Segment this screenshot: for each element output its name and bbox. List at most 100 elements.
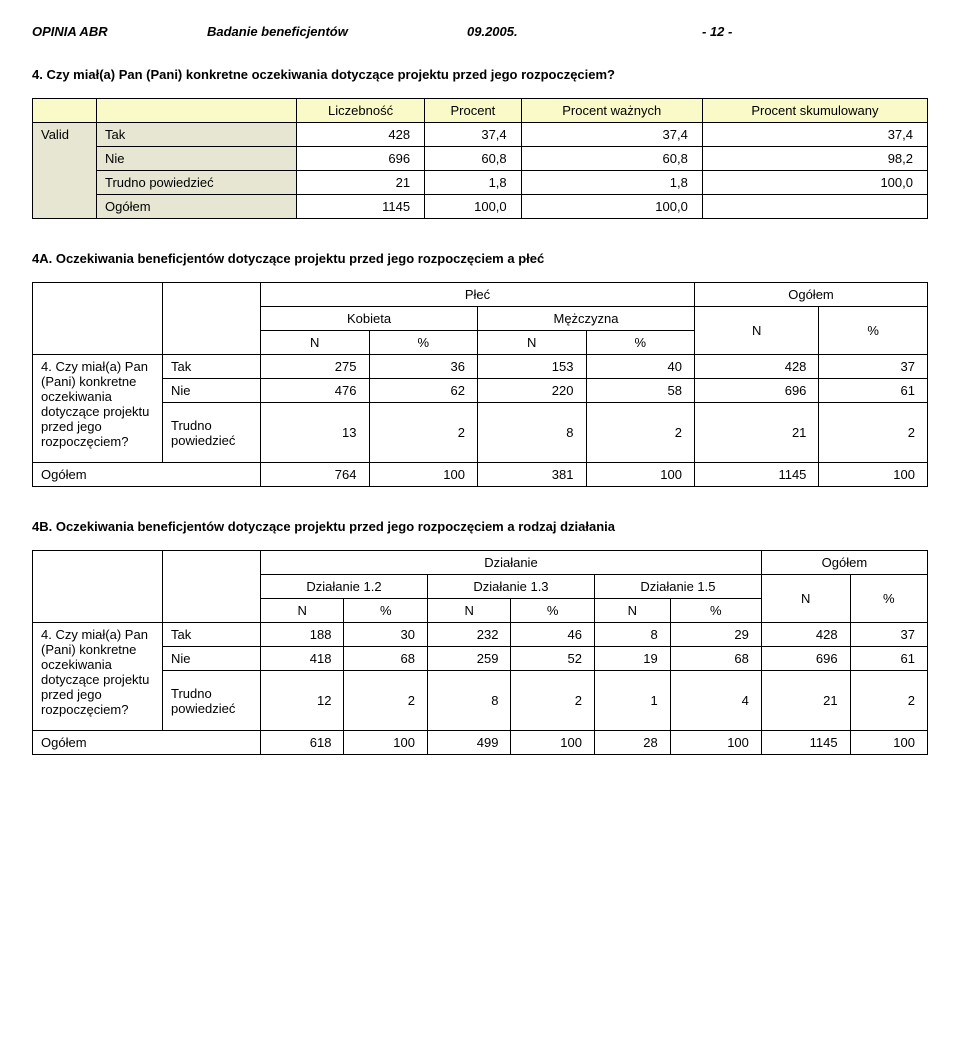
- q4a-sub-0: Kobieta: [261, 307, 478, 331]
- q4a-h-1p: %: [586, 331, 695, 355]
- q4b-r0-v0: 188: [261, 623, 344, 647]
- q4-row-2-v0: 21: [297, 171, 425, 195]
- q4a-r2-v3: 2: [586, 403, 695, 463]
- q4b-h-0p: %: [344, 599, 427, 623]
- q4a-r1-v5: 61: [819, 379, 928, 403]
- q4b-t-v2: 499: [427, 731, 510, 755]
- q4b-r1-v3: 52: [511, 647, 594, 671]
- q4a-r0-label: Tak: [163, 355, 261, 379]
- q4a-r0-v4: 428: [695, 355, 819, 379]
- q4a-r0-v5: 37: [819, 355, 928, 379]
- q4-row-0-v0: 428: [297, 123, 425, 147]
- q4a-t-v3: 100: [586, 463, 695, 487]
- q4a-r2-v1: 2: [369, 403, 478, 463]
- q4b-r0-v7: 37: [850, 623, 927, 647]
- q4b-r1-v6: 696: [761, 647, 850, 671]
- q4-row-0-v2: 37,4: [521, 123, 702, 147]
- q4b-t-v1: 100: [344, 731, 427, 755]
- q4b-t-v7: 100: [850, 731, 927, 755]
- q4a-sub-1: Mężczyzna: [478, 307, 695, 331]
- q4b-r0-label: Tak: [163, 623, 261, 647]
- q4a-r2-label: Trudno powiedzieć: [163, 403, 261, 463]
- q4b-t-v4: 28: [594, 731, 670, 755]
- q4a-t-v2: 381: [478, 463, 587, 487]
- q4a-r0-v3: 40: [586, 355, 695, 379]
- q4b-r2-label: Trudno powiedzieć: [163, 671, 261, 731]
- q4b-r2-v2: 8: [427, 671, 510, 731]
- q4-corner-1: [33, 99, 97, 123]
- q4a-r1-v4: 696: [695, 379, 819, 403]
- q4-row-2-v3: 100,0: [702, 171, 927, 195]
- header-date: 09.2005.: [467, 24, 702, 39]
- q4-row-1-v1: 60,8: [425, 147, 522, 171]
- q4b-sub-0: Działanie 1.2: [261, 575, 428, 599]
- q4b-r0-v2: 232: [427, 623, 510, 647]
- q4a-r1-v2: 220: [478, 379, 587, 403]
- q4a-t-v4: 1145: [695, 463, 819, 487]
- q4-table: Liczebność Procent Procent ważnych Proce…: [32, 98, 928, 219]
- q4a-table: Płeć Ogółem Kobieta Mężczyzna N % N % N …: [32, 282, 928, 487]
- q4-col-1: Procent: [425, 99, 522, 123]
- q4a-r2-v0: 13: [261, 403, 370, 463]
- q4-row-2-v2: 1,8: [521, 171, 702, 195]
- q4-row-1-label: Nie: [97, 147, 297, 171]
- q4-col-3: Procent skumulowany: [702, 99, 927, 123]
- q4a-total-label: Ogółem: [33, 463, 261, 487]
- q4a-r1-label: Nie: [163, 379, 261, 403]
- q4a-r2-v2: 8: [478, 403, 587, 463]
- q4a-r0-v2: 153: [478, 355, 587, 379]
- q4-valid-label: Valid: [33, 123, 97, 219]
- q4a-total-pct: %: [819, 307, 928, 355]
- q4-col-0: Liczebność: [297, 99, 425, 123]
- q4a-r2-v4: 21: [695, 403, 819, 463]
- q4b-r0-v3: 46: [511, 623, 594, 647]
- q4b-sub-2: Działanie 1.5: [594, 575, 761, 599]
- q4a-r2-v5: 2: [819, 403, 928, 463]
- q4b-group-header: Działanie: [261, 551, 762, 575]
- q4b-h-2p: %: [670, 599, 761, 623]
- q4b-r1-v0: 418: [261, 647, 344, 671]
- q4b-h-0N: N: [261, 599, 344, 623]
- q4b-sub-1: Działanie 1.3: [427, 575, 594, 599]
- q4-row-2-label: Trudno powiedzieć: [97, 171, 297, 195]
- q4-row-3-v3: [702, 195, 927, 219]
- q4a-h-0N: N: [261, 331, 370, 355]
- q4a-h-1N: N: [478, 331, 587, 355]
- q4b-title: 4B. Oczekiwania beneficjentów dotyczące …: [32, 519, 928, 534]
- q4a-stub: 4. Czy miał(a) Pan (Pani) konkretne ocze…: [33, 355, 163, 463]
- q4b-r2-v7: 2: [850, 671, 927, 731]
- q4b-r2-v1: 2: [344, 671, 427, 731]
- q4a-group-header: Płeć: [261, 283, 695, 307]
- header-left: OPINIA ABR: [32, 24, 207, 39]
- q4b-r1-v7: 61: [850, 647, 927, 671]
- q4b-r1-v4: 19: [594, 647, 670, 671]
- q4a-r1-v1: 62: [369, 379, 478, 403]
- q4-row-1-v0: 696: [297, 147, 425, 171]
- q4a-r0-v0: 275: [261, 355, 370, 379]
- q4b-h-1p: %: [511, 599, 594, 623]
- q4b-r1-label: Nie: [163, 647, 261, 671]
- q4b-r1-v1: 68: [344, 647, 427, 671]
- q4b-t-v0: 618: [261, 731, 344, 755]
- q4b-total-pct: %: [850, 575, 927, 623]
- q4b-corner-2: [163, 551, 261, 623]
- q4a-t-v5: 100: [819, 463, 928, 487]
- q4b-r2-v4: 1: [594, 671, 670, 731]
- q4-row-0-label: Tak: [97, 123, 297, 147]
- q4b-t-v6: 1145: [761, 731, 850, 755]
- q4a-r0-v1: 36: [369, 355, 478, 379]
- q4a-corner-1: [33, 283, 163, 355]
- q4b-r2-v3: 2: [511, 671, 594, 731]
- q4-row-3-label: Ogółem: [97, 195, 297, 219]
- q4a-t-v1: 100: [369, 463, 478, 487]
- header-page: - 12 -: [702, 24, 732, 39]
- q4b-r0-v6: 428: [761, 623, 850, 647]
- q4b-stub: 4. Czy miał(a) Pan (Pani) konkretne ocze…: [33, 623, 163, 731]
- q4-row-0-v3: 37,4: [702, 123, 927, 147]
- q4b-r2-v0: 12: [261, 671, 344, 731]
- q4b-t-v3: 100: [511, 731, 594, 755]
- q4b-h-2N: N: [594, 599, 670, 623]
- q4-title: 4. Czy miał(a) Pan (Pani) konkretne ocze…: [32, 67, 928, 82]
- q4a-total-header: Ogółem: [695, 283, 928, 307]
- q4b-total-header: Ogółem: [761, 551, 927, 575]
